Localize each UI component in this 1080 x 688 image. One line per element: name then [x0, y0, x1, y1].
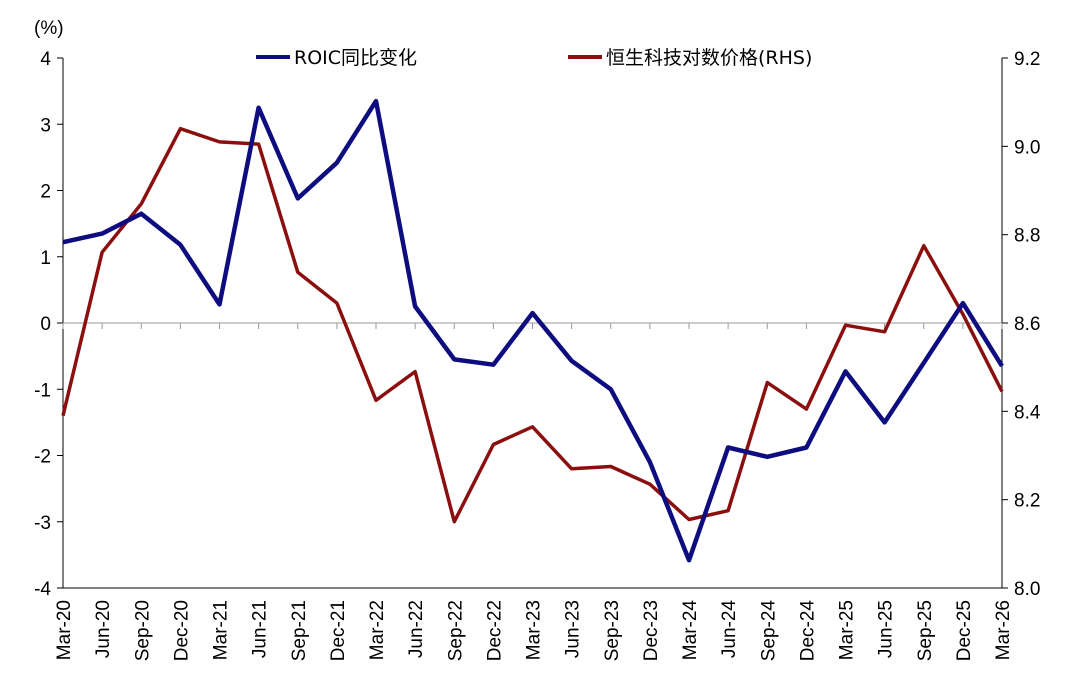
right-axis-tick-label: 8.6: [1014, 314, 1040, 335]
x-axis-tick-label: Mar-25: [837, 600, 858, 660]
x-axis-tick-label: Jun-21: [250, 600, 271, 658]
x-axis-tick-label: Jun-20: [93, 600, 114, 658]
left-axis-tick-label: -2: [34, 447, 51, 468]
x-axis-tick-label: Dec-21: [328, 600, 349, 661]
left-axis-tick-label: 0: [40, 314, 51, 335]
left-axis-tick-label: 3: [40, 115, 51, 136]
left-axis-unit-label: (%): [34, 18, 64, 39]
x-axis-tick-label: Jun-22: [406, 600, 427, 658]
right-axis-tick-label: 8.4: [1014, 402, 1041, 423]
legend-label-roic: ROIC同比变化: [294, 47, 417, 69]
right-axis-tick-label: 8.0: [1014, 579, 1040, 600]
x-axis-tick-label: Dec-24: [797, 600, 818, 662]
x-axis-tick-label: Dec-22: [484, 600, 505, 661]
axes: -4 -3 -2 -1 0 1 2 3 4 8.0 8.2 8.4 8.6 8.8 9.0 9.2 Mar-20…: [34, 49, 1041, 661]
series-line-hstech: [61, 126, 1004, 524]
right-axis-tick-label: 8.2: [1014, 491, 1040, 512]
left-axis-tick-label: 2: [40, 182, 51, 203]
x-axis-tick-label: Dec-23: [641, 600, 662, 661]
x-axis-tick-label: Dec-20: [171, 600, 192, 661]
x-axis-tick-label: Sep-23: [602, 600, 623, 661]
x-axis-tick-label: Sep-20: [132, 600, 153, 661]
series-line-roic: [62, 98, 1004, 563]
series-group: [61, 98, 1004, 563]
x-axis-tick-label: Mar-24: [680, 600, 701, 661]
x-axis-tick-label: Jun-24: [719, 600, 740, 659]
x-axis-tick-label: Jun-25: [876, 600, 897, 658]
x-axis-tick-label: Sep-24: [758, 600, 779, 662]
legend: ROIC同比变化 恒生科技对数价格(RHS): [256, 47, 812, 69]
x-axis-tick-label: Mar-23: [524, 600, 545, 660]
x-axis-tick-label: Sep-22: [445, 600, 466, 661]
x-axis-tick-label: Dec-25: [954, 600, 975, 661]
x-axis-tick-label: Mar-20: [54, 600, 75, 660]
left-axis-tick-label: -4: [34, 579, 51, 600]
right-axis-tick-label: 9.0: [1014, 137, 1040, 158]
x-axis-tick-label: Jun-23: [563, 600, 584, 658]
x-axis-tick-label: Mar-22: [367, 600, 388, 660]
x-axis-tick-label: Mar-21: [211, 600, 232, 660]
right-axis-tick-label: 8.8: [1014, 226, 1040, 247]
x-axis-tick-label: Sep-25: [915, 600, 936, 661]
legend-label-hstech: 恒生科技对数价格(RHS): [606, 47, 812, 69]
x-axis-tick-label: Mar-26: [993, 600, 1014, 660]
right-axis-tick-label: 9.2: [1014, 49, 1040, 70]
left-axis-tick-label: 1: [40, 248, 51, 269]
left-axis-tick-label: 4: [40, 49, 51, 70]
left-axis-tick-label: -1: [34, 380, 51, 401]
x-axis-tick-label: Sep-21: [289, 600, 310, 661]
left-axis-tick-label: -3: [34, 513, 51, 534]
